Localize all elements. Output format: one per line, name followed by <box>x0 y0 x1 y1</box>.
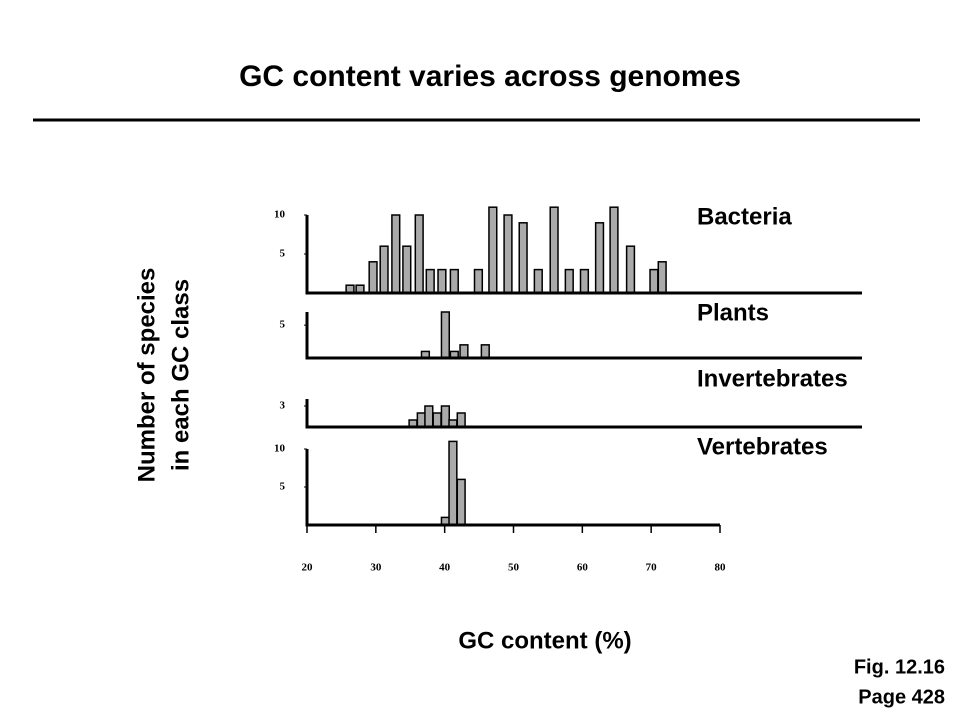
bar <box>579 268 590 294</box>
bar <box>391 214 401 294</box>
bar <box>414 214 424 294</box>
y-tick-label: 5 <box>280 248 286 260</box>
bar <box>503 214 513 294</box>
bar <box>402 245 412 294</box>
bar <box>518 222 528 294</box>
y-tick-label: 10 <box>274 209 286 221</box>
panel-label: Bacteria <box>697 203 792 230</box>
bar <box>625 245 636 294</box>
y-axis-title-line: Number of species <box>133 268 160 483</box>
y-tick-label: 10 <box>274 443 286 455</box>
panel-label: Vertebrates <box>697 433 828 460</box>
y-axis-title-line: in each GC class <box>167 279 194 471</box>
bar <box>416 412 426 428</box>
figure-note: Fig. 12.16 <box>854 656 945 678</box>
y-tick-label: 5 <box>280 319 286 331</box>
bar <box>473 268 484 294</box>
y-tick-label: 3 <box>280 400 286 412</box>
x-tick-label: 70 <box>646 562 658 574</box>
bar <box>432 412 442 428</box>
bar <box>449 268 459 294</box>
bar <box>609 206 619 294</box>
x-tick-label: 30 <box>370 562 382 574</box>
bar <box>424 405 434 428</box>
bar <box>456 478 466 526</box>
y-tick-label: 5 <box>280 481 286 493</box>
x-tick-label: 50 <box>508 562 520 574</box>
bar <box>657 261 667 294</box>
x-tick-label: 60 <box>577 562 589 574</box>
bar <box>459 344 469 359</box>
bar <box>448 440 458 526</box>
x-tick-label: 80 <box>715 562 727 574</box>
x-tick-label: 20 <box>302 562 314 574</box>
bar <box>440 311 451 359</box>
bar <box>368 261 378 294</box>
bar <box>425 268 435 294</box>
bar <box>456 412 466 428</box>
panel-label: Invertebrates <box>697 365 848 392</box>
bar <box>594 222 605 294</box>
bar <box>379 245 389 294</box>
x-axis-title: GC content (%) <box>458 627 631 654</box>
bar <box>649 268 659 294</box>
bar <box>480 344 490 359</box>
bar <box>488 206 498 294</box>
chart-title: GC content varies across genomes <box>239 60 741 93</box>
bar <box>437 268 447 294</box>
bar <box>564 268 574 294</box>
y-axis-title: Number of species in each GC class <box>133 268 194 483</box>
bar <box>549 206 559 294</box>
bar <box>440 405 451 428</box>
bar <box>533 268 543 294</box>
x-tick-label: 40 <box>439 562 451 574</box>
figure-note: Page 428 <box>858 686 945 708</box>
panel-label: Plants <box>697 299 769 326</box>
